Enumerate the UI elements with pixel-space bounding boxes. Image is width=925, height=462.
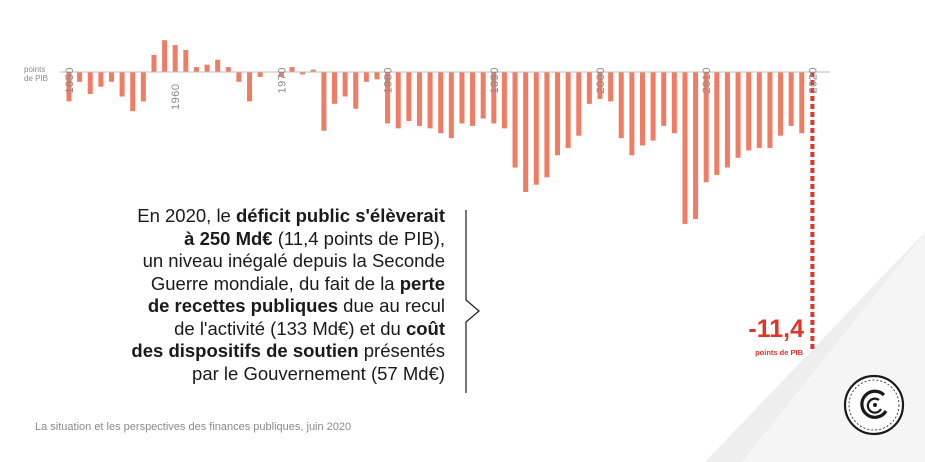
bar-1984	[427, 72, 433, 129]
bar-2006	[661, 72, 667, 126]
bar-1976	[342, 72, 348, 97]
bar-2000	[597, 72, 603, 99]
bar-1999	[586, 72, 592, 104]
bar-1979	[374, 72, 380, 80]
bar-1959	[162, 40, 168, 72]
bar-1954	[108, 72, 114, 82]
bar-1965	[225, 67, 231, 72]
bar-1957	[140, 72, 146, 102]
bar-2002	[618, 72, 624, 139]
text-line: de l'activité (133 Md€) et du coût	[174, 317, 445, 339]
bar-1972	[300, 72, 306, 75]
bar-1971	[289, 67, 295, 72]
bar-1998	[576, 72, 582, 136]
bar-2016	[767, 72, 773, 148]
bar-1995	[544, 72, 550, 178]
bar-1956	[130, 72, 136, 112]
bar-1987	[459, 72, 465, 124]
bar-1964	[215, 59, 221, 72]
text-line: Guerre mondiale, du fait de la perte	[150, 272, 445, 294]
bar-1970	[278, 72, 284, 77]
bar-1974	[321, 72, 327, 131]
bar-1967	[247, 72, 253, 102]
bar-1989	[480, 72, 486, 119]
bar-1985	[438, 72, 444, 134]
bar-1966	[236, 72, 242, 82]
bar-1990	[491, 72, 497, 124]
bar-1991	[501, 72, 507, 129]
x-tick-label-1980: 1980	[383, 67, 395, 93]
bar-2001	[608, 72, 614, 102]
bar-1950	[66, 72, 72, 102]
bar-2011	[714, 72, 720, 175]
bar-2012	[724, 72, 730, 168]
text-line: à 250 Md€ (11,4 points de PIB),	[184, 227, 445, 249]
bar-1994	[533, 72, 539, 185]
bar-1977	[353, 72, 359, 109]
bar-1983	[416, 72, 422, 126]
bar-1980	[385, 72, 391, 124]
bar-1961	[183, 49, 189, 72]
bar-2008	[682, 72, 688, 224]
bar-1960	[172, 45, 178, 72]
bar-1992	[512, 72, 518, 168]
source-note: La situation et les perspectives des fin…	[35, 421, 352, 433]
bar-2005	[650, 72, 656, 141]
unit-label-line2: de PIB	[24, 74, 48, 83]
bar-2018	[788, 72, 794, 126]
deficit-2020-value: -11,4	[748, 315, 804, 343]
unit-label-line1: points	[24, 65, 45, 74]
bar-1996	[555, 72, 561, 156]
bar-1973	[310, 69, 316, 72]
bar-2004	[639, 72, 645, 146]
commentary-text: En 2020, le déficit public s'élèverait à…	[45, 205, 445, 385]
bar-1951	[77, 72, 83, 82]
bar-1988	[470, 72, 476, 126]
bar-2019	[799, 72, 805, 134]
bar-2013	[735, 72, 741, 158]
text-line: de recettes publiques due au recul	[147, 295, 445, 316]
bar-1968	[257, 72, 263, 77]
x-tick-labels: 1950 1970 1980 1990 2000 2010 2020 1960	[64, 67, 819, 110]
x-tick-label-1990: 1990	[489, 67, 501, 93]
bar-2007	[671, 72, 677, 134]
bar-1955	[119, 72, 125, 97]
cour-des-comptes-seal-icon	[843, 374, 905, 436]
bar-1981	[395, 72, 401, 129]
text-line: par le Gouvernement (57 Md€)	[192, 362, 445, 384]
bar-series	[66, 40, 815, 352]
bar-1986	[448, 72, 454, 139]
text-line: En 2020, le déficit public s'élèverait	[137, 205, 445, 226]
x-tick-label-1970: 1970	[276, 67, 288, 93]
x-tick-label-1960: 1960	[170, 84, 182, 110]
bar-1978	[363, 72, 369, 82]
x-tick-label-1950: 1950	[64, 67, 76, 93]
bar-1982	[406, 72, 412, 121]
x-tick-label-2020: 2020	[807, 67, 819, 93]
bar-2015	[756, 72, 762, 148]
bar-1997	[565, 72, 571, 148]
bar-2009	[693, 72, 699, 219]
x-tick-label-2010: 2010	[701, 67, 713, 93]
bar-1993	[523, 72, 529, 193]
bar-1958	[151, 54, 157, 72]
bar-2014	[746, 72, 752, 151]
bar-1953	[98, 72, 104, 87]
bar-1975	[332, 72, 337, 104]
bar-1952	[87, 72, 93, 95]
x-tick-label-2000: 2000	[595, 67, 607, 93]
text-line: des dispositifs de soutien présentés	[131, 340, 445, 361]
bar-2010	[703, 72, 709, 183]
deficit-2020-unit: points de PIB	[755, 348, 804, 357]
bar-1962	[193, 67, 199, 72]
text-line: un niveau inégalé depuis la Seconde	[142, 250, 445, 271]
bar-2017	[778, 72, 784, 136]
bar-2003	[629, 72, 635, 156]
bar-1963	[204, 64, 210, 72]
